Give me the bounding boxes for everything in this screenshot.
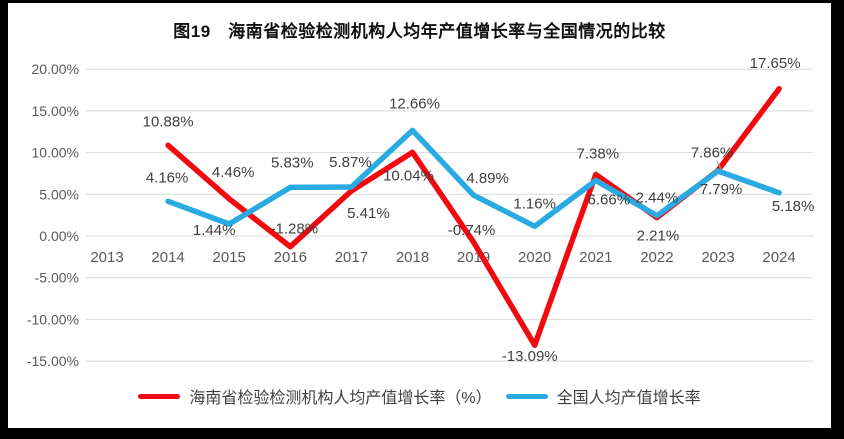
national-data-label: 5.87% bbox=[329, 154, 372, 171]
y-axis-tick-label: 5.00% bbox=[39, 186, 79, 202]
x-axis-tick-label: 2014 bbox=[151, 249, 184, 266]
x-axis-tick-label: 2022 bbox=[640, 249, 673, 266]
y-axis-tick-label: 0.00% bbox=[39, 228, 79, 244]
x-axis-tick-label: 2018 bbox=[396, 249, 429, 266]
national-data-label: 4.89% bbox=[466, 170, 509, 187]
y-axis-tick-label: 20.00% bbox=[32, 61, 79, 77]
national-data-label: 5.18% bbox=[772, 198, 815, 215]
hainan-data-label: -13.09% bbox=[502, 348, 558, 365]
national-data-label: 1.16% bbox=[513, 195, 556, 212]
line-chart: 20.00% 15.00% 10.00% 5.00% 0.00% -5.00% -10.00… bbox=[27, 55, 815, 369]
hainan-data-label: -1.28% bbox=[271, 221, 319, 238]
national-data-label: 4.16% bbox=[146, 169, 189, 186]
y-axis-tick-label: 10.00% bbox=[32, 145, 79, 161]
national-data-label: 2.44% bbox=[636, 190, 679, 207]
legend: 海南省检验检测机构人均产值增长率（%） 全国人均产值增长率 bbox=[8, 384, 831, 408]
x-axis-tick-label: 2023 bbox=[701, 249, 734, 266]
legend-swatch-national bbox=[505, 393, 548, 399]
hainan-data-label: 5.41% bbox=[347, 205, 390, 222]
hainan-data-label: 7.86% bbox=[691, 144, 734, 161]
hainan-data-label: 7.38% bbox=[577, 146, 620, 163]
chart-frame: 图19 海南省检验检测机构人均年产值增长率与全国情况的比较 20.00% 15.0… bbox=[8, 3, 831, 428]
hainan-data-label: 10.88% bbox=[143, 113, 194, 130]
national-series-line bbox=[165, 127, 782, 230]
x-axis-tick-label: 2021 bbox=[579, 249, 612, 266]
x-axis-tick-label: 2017 bbox=[335, 249, 368, 266]
legend-swatch-hainan bbox=[138, 393, 181, 399]
y-axis-tick-label: -15.00% bbox=[27, 353, 79, 369]
x-axis-tick-label: 2016 bbox=[274, 249, 307, 266]
y-axis-tick-label: -5.00% bbox=[35, 270, 79, 286]
hainan-series-line bbox=[165, 86, 782, 348]
national-data-label: 6.66% bbox=[588, 192, 631, 209]
y-axis-tick-label: -10.00% bbox=[27, 311, 79, 327]
hainan-data-label: 4.46% bbox=[212, 164, 255, 181]
legend-item-hainan: 海南省检验检测机构人均产值增长率（%） bbox=[138, 384, 492, 408]
national-data-label: 1.44% bbox=[193, 222, 236, 239]
label-leader-line bbox=[716, 160, 722, 170]
legend-label-national: 全国人均产值增长率 bbox=[556, 390, 701, 407]
x-axis-tick-label: 2020 bbox=[518, 249, 551, 266]
national-data-label: 5.83% bbox=[271, 154, 314, 171]
hainan-data-label: -0.74% bbox=[448, 222, 496, 239]
x-axis-tick-label: 2015 bbox=[213, 249, 246, 266]
national-data-label: 12.66% bbox=[389, 95, 440, 112]
y-axis-tick-label: 15.00% bbox=[32, 103, 79, 119]
legend-label-hainan: 海南省检验检测机构人均产值增长率（%） bbox=[189, 390, 492, 407]
hainan-data-label: 10.04% bbox=[383, 167, 434, 184]
hainan-data-label: 2.21% bbox=[637, 228, 680, 245]
national-data-label: 7.79% bbox=[700, 181, 743, 198]
chart-title: 图19 海南省检验检测机构人均年产值增长率与全国情况的比较 bbox=[173, 22, 666, 41]
hainan-data-label: 17.65% bbox=[750, 55, 801, 72]
x-axis-tick-label: 2013 bbox=[90, 249, 123, 266]
x-axis-tick-label: 2024 bbox=[762, 249, 795, 266]
legend-item-national: 全国人均产值增长率 bbox=[505, 384, 701, 408]
